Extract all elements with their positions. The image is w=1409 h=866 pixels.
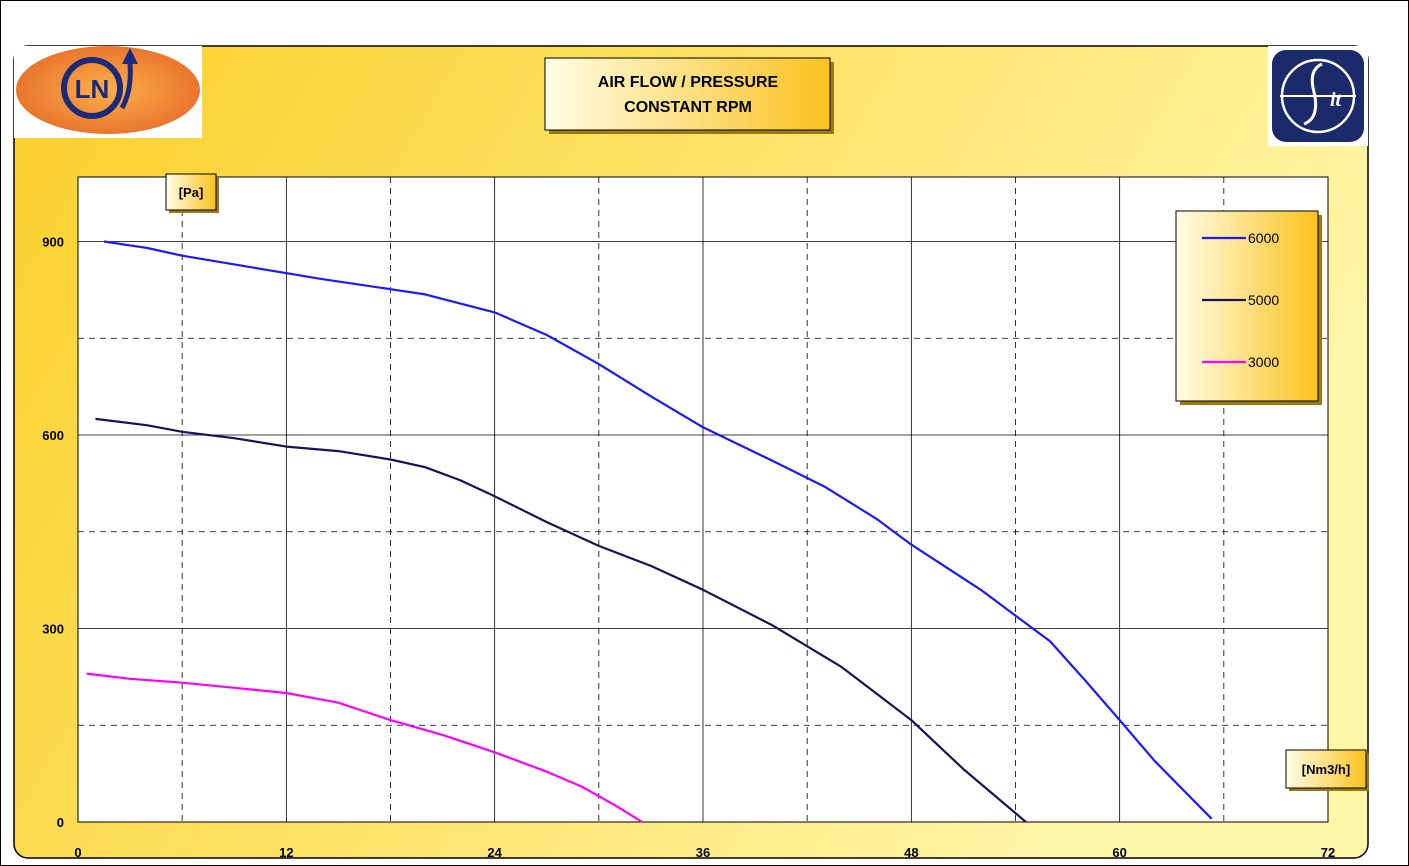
cln-logo: LN: [14, 46, 202, 138]
svg-text:LN: LN: [75, 74, 110, 104]
legend-label-6000: 6000: [1248, 230, 1279, 246]
legend-label-5000: 5000: [1248, 292, 1279, 308]
x-axis-label: [Nm3/h]: [1302, 762, 1350, 777]
x-tick-label: 60: [1112, 845, 1126, 860]
y-tick-label: 900: [42, 235, 64, 250]
y-tick-label: 600: [42, 428, 64, 443]
y-axis-label: [Pa]: [179, 185, 204, 200]
chart-title-box: AIR FLOW / PRESSURE CONSTANT RPM: [544, 57, 834, 134]
series-line-6000: [103, 240, 1213, 820]
x-tick-label: 24: [487, 845, 502, 860]
series-group: [86, 240, 1213, 823]
y-tick-label: 0: [57, 815, 64, 830]
x-tick-label: 0: [74, 845, 81, 860]
x-axis-label-box: [Nm3/h]: [1285, 749, 1369, 791]
y-tick-label: 300: [42, 622, 64, 637]
x-tick-label: 72: [1321, 845, 1335, 860]
chart-title-line-2: CONSTANT RPM: [624, 99, 752, 116]
sit-logo: it: [1268, 46, 1368, 146]
y-axis-label-box: [Pa]: [165, 173, 219, 213]
tick-labels: 0 12 24 36 48 60 72 0 300 600 900: [42, 235, 1335, 861]
chart-title-line-1: AIR FLOW / PRESSURE: [598, 74, 779, 91]
svg-text:it: it: [1330, 89, 1343, 111]
series-line-3000: [86, 672, 643, 823]
x-tick-label: 48: [904, 845, 918, 860]
legend-label-3000: 3000: [1248, 354, 1279, 370]
x-tick-label: 36: [696, 845, 710, 860]
series-line-5000: [95, 417, 1027, 823]
grid: [78, 177, 1328, 822]
legend: 6000 5000 3000: [1175, 210, 1322, 405]
x-tick-label: 12: [279, 845, 293, 860]
